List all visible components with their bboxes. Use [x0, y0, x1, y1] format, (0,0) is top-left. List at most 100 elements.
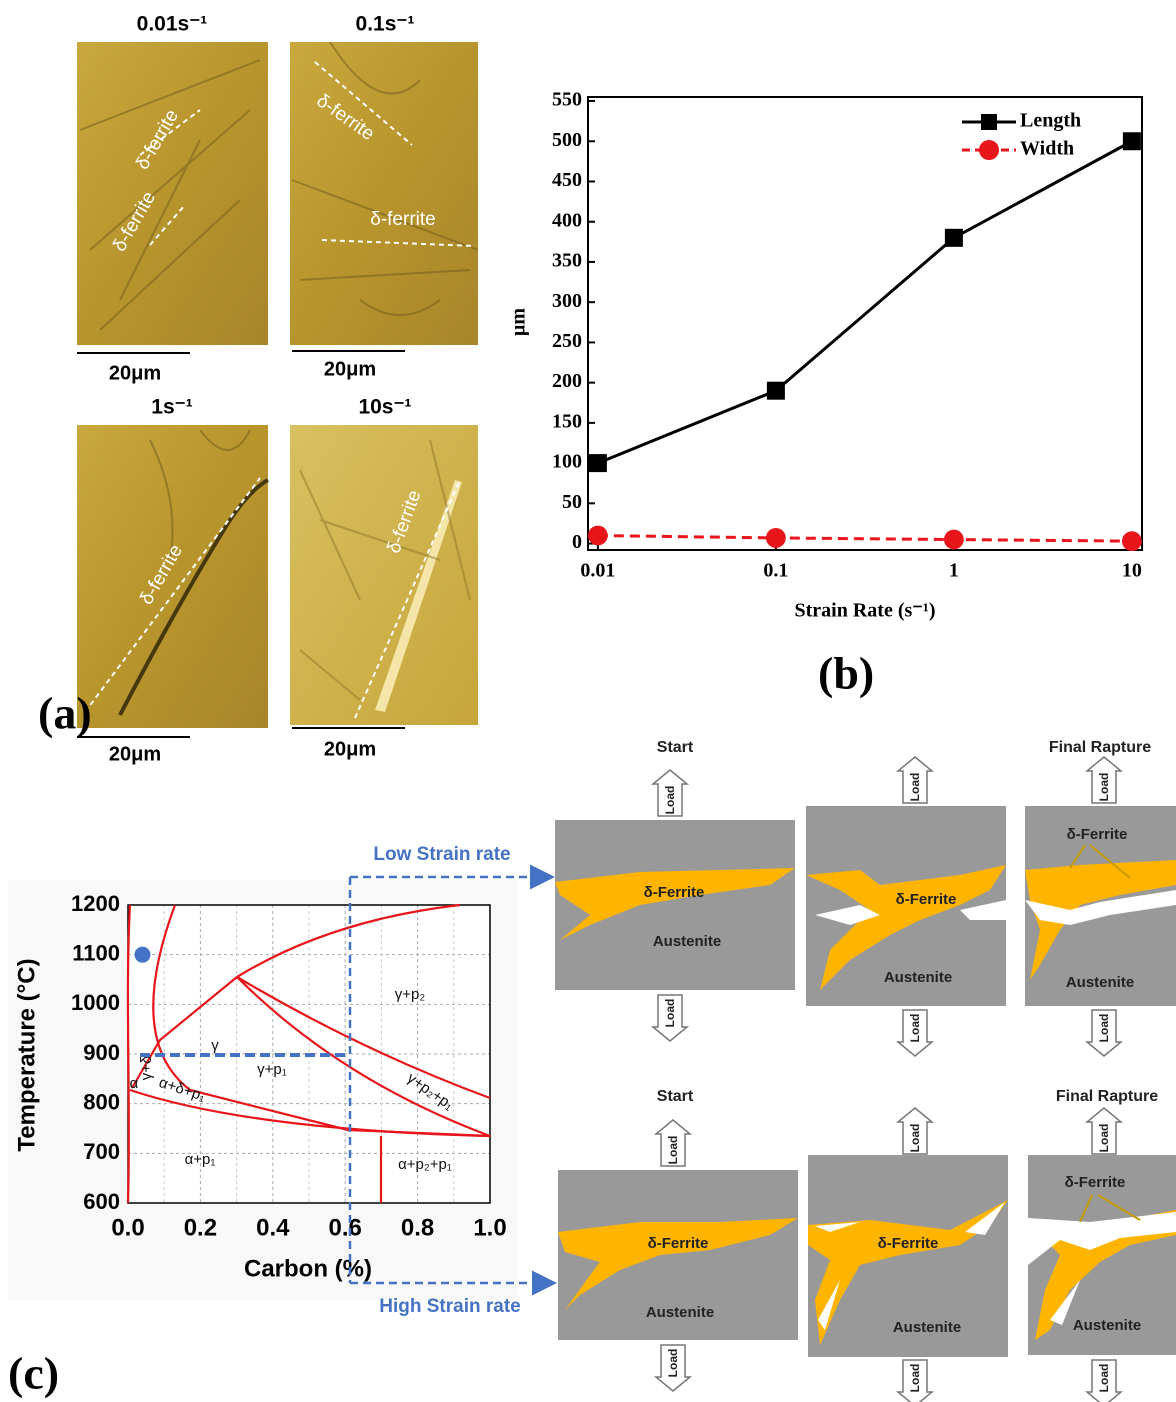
x-tick-label: 0.8 — [401, 1214, 434, 1241]
load-label: Load — [908, 773, 922, 802]
load-label: Load — [908, 1014, 922, 1043]
y-tick-label: 1200 — [71, 891, 120, 916]
load-label: Load — [666, 1349, 680, 1378]
panel-label: (b) — [818, 648, 874, 699]
load-label: Load — [908, 1364, 922, 1393]
load-label: Load — [666, 1136, 680, 1165]
marker — [767, 382, 785, 400]
austenite-label: Austenite — [1073, 1317, 1141, 1334]
x-tick-label: 0.4 — [256, 1214, 290, 1241]
y-tick-label: 100 — [552, 451, 582, 473]
load-label: Load — [1097, 1364, 1111, 1393]
legend-label: Width — [1020, 138, 1074, 160]
y-tick-label: 300 — [552, 290, 582, 312]
x-tick-label: 1.0 — [473, 1214, 506, 1241]
micrograph-title: 1s⁻¹ — [151, 396, 192, 419]
plot-frame — [588, 97, 1142, 550]
state-point — [134, 947, 150, 963]
ferrite-label: δ-Ferrite — [644, 884, 705, 901]
scale-bar: 20μm — [324, 358, 376, 380]
scale-bar: 20μm — [324, 738, 376, 760]
y-tick-label: 400 — [552, 209, 582, 231]
x-tick-label: 0.1 — [763, 560, 788, 582]
micrograph — [290, 42, 478, 345]
x-axis-label: Carbon (%) — [244, 1255, 372, 1282]
y-tick-label: 600 — [83, 1189, 120, 1214]
y-axis-label: μm — [508, 308, 530, 336]
line-chart: μm Strain Rate (s⁻¹) 0 50 100 150 200 250 300 3… — [508, 89, 1142, 622]
stage-title: Start — [657, 1088, 694, 1105]
austenite-label: Austenite — [884, 969, 952, 986]
scale-bar: 20μm — [109, 362, 161, 384]
marker — [944, 530, 964, 550]
legend-marker — [979, 140, 999, 160]
schematic: Start Final Rapture Start Final Rapture … — [555, 739, 1176, 1357]
ferrite-label: δ-Ferrite — [878, 1235, 939, 1252]
x-tick-label: 1 — [949, 560, 959, 582]
load-label: Load — [1097, 1014, 1111, 1043]
figure: 0.01s⁻¹ δ-ferrite δ-ferrite 20μm 0.1s⁻¹ … — [0, 0, 1176, 1402]
load-label: Load — [663, 786, 677, 815]
y-tick-label: 1000 — [71, 990, 120, 1015]
y-tick-label: 1100 — [72, 940, 120, 965]
marker — [1123, 132, 1141, 150]
micrographs: 0.01s⁻¹ δ-ferrite δ-ferrite 20μm 0.1s⁻¹ … — [77, 13, 478, 766]
scale-bar: 20μm — [109, 743, 161, 765]
region-label: α+p₂+p₁ — [398, 1156, 452, 1173]
micrograph-title: 0.01s⁻¹ — [137, 13, 208, 36]
region-label: γ+δ — [138, 1056, 155, 1081]
y-tick-label: 700 — [83, 1139, 120, 1164]
austenite-label: Austenite — [646, 1304, 714, 1321]
marker — [589, 454, 607, 472]
austenite-label: Austenite — [1066, 974, 1134, 991]
x-tick-label: 0.2 — [184, 1214, 217, 1241]
x-tick-label: 0.0 — [111, 1214, 144, 1241]
x-axis-label: Strain Rate (s⁻¹) — [795, 600, 936, 622]
micrograph-title: 0.1s⁻¹ — [356, 13, 415, 36]
y-tick-label: 500 — [552, 129, 582, 151]
micrograph — [290, 425, 478, 725]
load-label: Load — [1097, 1124, 1111, 1153]
panel-label: (a) — [38, 688, 92, 739]
austenite-label: Austenite — [653, 933, 721, 950]
legend-label: Length — [1020, 110, 1081, 132]
ferrite-label: δ-Ferrite — [1065, 1174, 1126, 1191]
x-tick-label: 0.01 — [580, 560, 615, 582]
ferrite-label: δ-Ferrite — [648, 1235, 709, 1252]
region-label: α+p₁ — [185, 1151, 216, 1168]
y-tick-label: 0 — [572, 531, 582, 553]
legend-marker — [981, 114, 997, 130]
y-tick-label: 50 — [562, 491, 582, 513]
load-label: Load — [908, 1124, 922, 1153]
series-line — [598, 536, 1132, 542]
y-tick-label: 450 — [552, 169, 582, 191]
region-label: γ — [211, 1037, 219, 1054]
y-tick-label: 250 — [552, 330, 582, 352]
region-label: α — [130, 1075, 139, 1092]
stage-title: Start — [657, 739, 694, 756]
x-tick-label: 10 — [1122, 560, 1142, 582]
region-label: γ+p₁ — [257, 1061, 287, 1078]
austenite-label: Austenite — [893, 1319, 961, 1336]
y-axis-label: Temperature (°C) — [13, 958, 40, 1151]
ferrite-label: δ-ferrite — [370, 209, 435, 230]
ferrite-label: δ-Ferrite — [1067, 826, 1128, 843]
high-rate-label: High Strain rate — [379, 1296, 520, 1317]
x-tick-label: 0.6 — [329, 1214, 362, 1241]
y-tick-label: 350 — [552, 250, 582, 272]
stage-title: Final Rapture — [1049, 739, 1151, 756]
panel-label: (c) — [8, 1348, 59, 1399]
y-tick-label: 200 — [552, 370, 582, 392]
y-tick-label: 800 — [83, 1089, 120, 1114]
stage-title: Final Rapture — [1056, 1088, 1158, 1105]
marker — [945, 229, 963, 247]
y-tick-label: 900 — [83, 1040, 120, 1065]
micrograph-title: 10s⁻¹ — [358, 396, 411, 419]
marker — [1122, 531, 1142, 551]
load-label: Load — [1097, 773, 1111, 802]
low-rate-label: Low Strain rate — [373, 844, 510, 865]
marker — [588, 526, 608, 546]
marker — [766, 528, 786, 548]
load-label: Load — [663, 999, 677, 1028]
y-tick-label: 150 — [552, 410, 582, 432]
